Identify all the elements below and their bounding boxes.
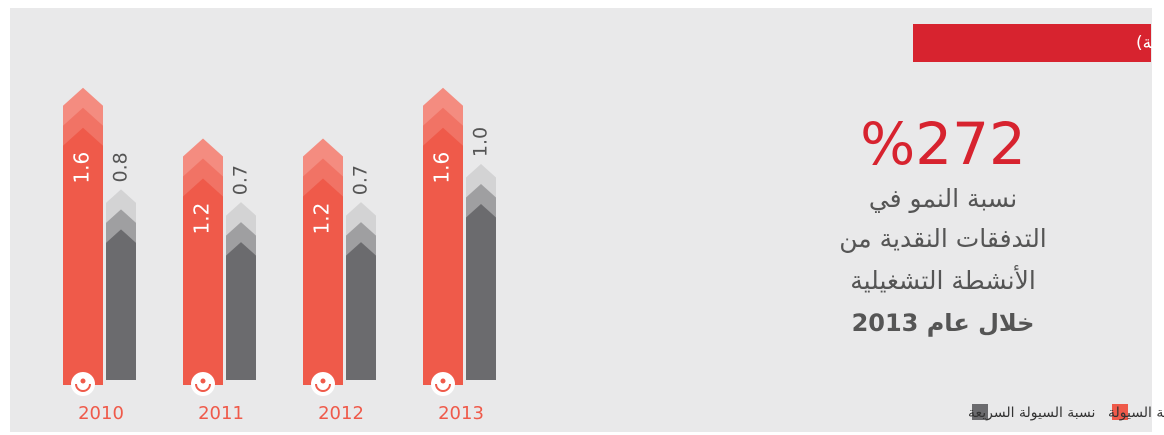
value-label: 1.0 <box>470 127 492 157</box>
x-tick-label: 2011 <box>198 403 244 424</box>
marker <box>320 378 326 384</box>
panel <box>10 8 1152 432</box>
chart-title: سيولة للشركة (نسبة مئوية) <box>1136 33 1164 53</box>
x-tick-label: 2012 <box>318 403 364 424</box>
marker <box>440 378 446 384</box>
marker <box>75 383 91 392</box>
bar-shade <box>63 127 103 385</box>
note-line: الأنشطة التشغيلية <box>850 264 1036 295</box>
legend-swatch <box>1112 404 1128 420</box>
legend-swatch <box>972 404 988 420</box>
legend-label: نسبة السيولة <box>1108 405 1164 421</box>
marker <box>311 372 335 396</box>
legend-label: نسبة السيولة السريعة <box>968 405 1095 421</box>
bar-shade <box>303 178 343 385</box>
value-label: 1.6 <box>430 152 454 184</box>
marker <box>315 383 331 392</box>
value-label: 0.7 <box>230 165 252 195</box>
x-tick-label: 2013 <box>438 403 484 424</box>
marker <box>200 378 206 384</box>
marker <box>435 383 451 392</box>
bar-shade <box>346 242 376 380</box>
value-label: 0.8 <box>110 152 132 182</box>
bar-shade <box>423 127 463 385</box>
value-label: 0.7 <box>350 165 372 195</box>
bar-shade <box>183 178 223 385</box>
marker <box>80 378 86 384</box>
value-label: 1.6 <box>70 152 94 184</box>
marker <box>71 372 95 396</box>
marker <box>431 372 455 396</box>
note-line: نسبة النمو في <box>869 184 1017 213</box>
marker <box>191 372 215 396</box>
highlight: %272 <box>860 110 1026 178</box>
bar-shade <box>226 242 256 380</box>
x-tick-label: 2010 <box>78 403 124 424</box>
title-box <box>913 24 1151 62</box>
value-label: 1.2 <box>190 203 214 235</box>
marker <box>195 383 211 392</box>
bar-shade <box>466 203 496 380</box>
value-label: 1.2 <box>310 203 334 235</box>
bar-shade <box>106 229 136 380</box>
note-line: التدفقات النقدية من <box>839 224 1047 253</box>
note-line: خلال عام 2013 <box>852 309 1035 337</box>
